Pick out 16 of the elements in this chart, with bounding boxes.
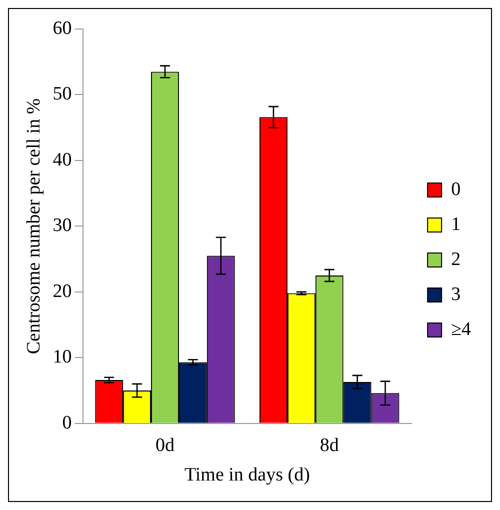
- y-tick-label: 0: [62, 412, 72, 434]
- y-axis-title: Centrosome number per cell in %: [23, 98, 44, 354]
- y-tick-label: 60: [52, 18, 72, 39]
- x-tick-label: 8d: [320, 434, 340, 456]
- legend-label: 2: [451, 248, 461, 270]
- y-tick-label: 50: [52, 84, 72, 105]
- y-tick-label: 20: [52, 280, 72, 302]
- y-tick-label: 10: [52, 346, 72, 368]
- y-tick-label: 40: [52, 149, 72, 170]
- legend-label: 0: [451, 178, 461, 200]
- legend-label: 1: [451, 214, 461, 235]
- x-tick-label: 0d: [155, 434, 175, 456]
- legend-label: ≥4: [451, 318, 472, 340]
- x-axis-title: Time in days (d): [184, 464, 310, 486]
- y-tick-label: 30: [52, 215, 72, 236]
- legend-label: 3: [451, 284, 461, 305]
